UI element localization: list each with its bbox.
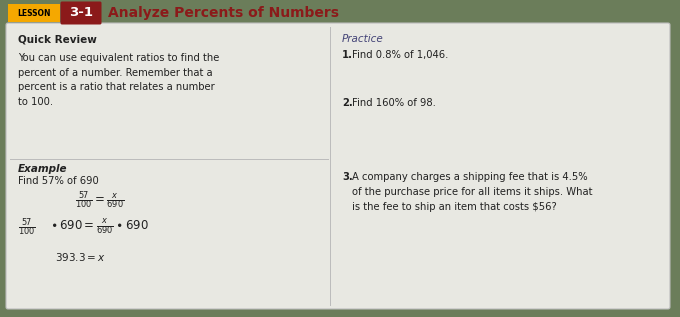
Text: Quick Review: Quick Review [18,34,97,44]
Text: LESSON: LESSON [17,9,51,17]
Text: $393.3 = x$: $393.3 = x$ [55,251,105,263]
Text: You can use equivalent ratios to find the
percent of a number. Remember that a
p: You can use equivalent ratios to find th… [18,53,220,107]
Text: $\bullet\, 690 = \frac{x}{690} \bullet 690$: $\bullet\, 690 = \frac{x}{690} \bullet 6… [50,217,149,236]
Text: $\frac{57}{100} = \frac{x}{690}$: $\frac{57}{100} = \frac{x}{690}$ [75,189,124,211]
FancyBboxPatch shape [8,4,60,22]
Text: Find 0.8% of 1,046.: Find 0.8% of 1,046. [352,50,448,60]
Text: 3-1: 3-1 [69,7,93,20]
Text: 2.: 2. [342,98,353,108]
FancyBboxPatch shape [61,2,101,24]
FancyBboxPatch shape [6,23,670,309]
Text: Find 57% of 690: Find 57% of 690 [18,176,99,186]
Text: Example: Example [18,164,67,174]
Text: Find 160% of 98.: Find 160% of 98. [352,98,436,108]
Text: Practice: Practice [342,34,384,44]
Text: $\frac{57}{100}$: $\frac{57}{100}$ [18,216,35,238]
Text: 1.: 1. [342,50,353,60]
Text: 3.: 3. [342,172,353,182]
Text: Analyze Percents of Numbers: Analyze Percents of Numbers [108,6,339,20]
Text: A company charges a shipping fee that is 4.5%
of the purchase price for all item: A company charges a shipping fee that is… [352,172,592,212]
